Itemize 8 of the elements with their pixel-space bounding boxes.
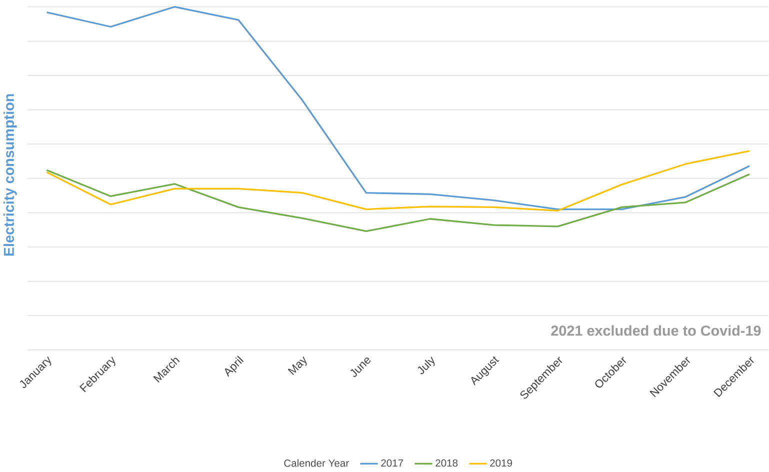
legend-label: 2018 — [436, 459, 458, 466]
x-tick-label: July — [418, 356, 435, 374]
annotation: 2021 excluded due to Covid-19 — [551, 325, 761, 336]
legend-title: Calender Year — [284, 459, 349, 467]
legend-label: 2017 — [381, 459, 404, 466]
legend-label: 2019 — [490, 459, 512, 466]
x-tick-label: May — [288, 356, 307, 375]
y-axis-title: Electricity consumption — [3, 94, 17, 256]
